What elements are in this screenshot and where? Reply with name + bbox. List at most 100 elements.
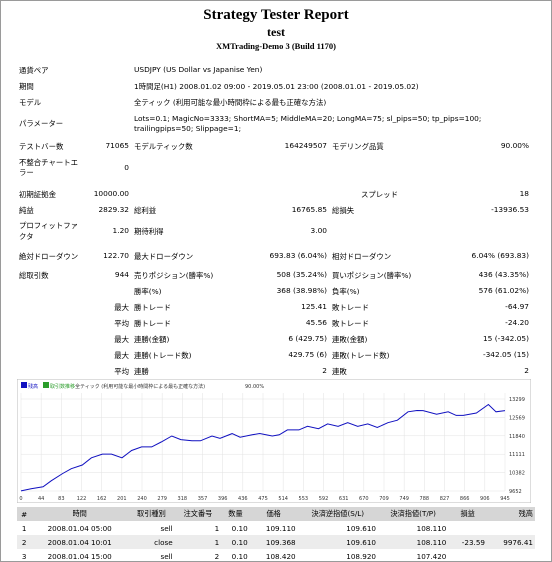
cell-balance: 9976.41 [486, 535, 535, 549]
table-row: 3 2008.01.04 15:00 sell 2 0.10 108.420 1… [17, 549, 535, 561]
avg-cons-win-label: 連勝 [134, 367, 149, 376]
rel-dd-label: 相対ドローダウン [332, 252, 392, 261]
y-tick-label: 11111 [509, 452, 525, 458]
avg-loss-value: -24.20 [505, 318, 529, 327]
loss-value: 576 (61.02%) [478, 286, 529, 295]
x-tick-label: 475 [258, 496, 268, 502]
x-tick-label: 553 [299, 496, 309, 502]
x-tick-label: 201 [117, 496, 127, 502]
params-value-2: trailingpips=50; Slippage=1; [134, 124, 242, 133]
x-tick-label: 906 [480, 496, 490, 502]
col-price: 価格 [249, 507, 298, 521]
avg-loss-label: 敗トレード [332, 319, 369, 328]
spread-label: スプレッド [361, 190, 398, 199]
legend-balance: 残高 [28, 383, 38, 390]
row-net: 純益 2829.32 総利益 16765.85 総損失 -13936.53 [1, 205, 551, 219]
x-tick-label: 827 [440, 496, 450, 502]
gross-loss-label: 総損失 [332, 206, 355, 215]
cell-price: 109.368 [249, 535, 298, 549]
avg-win-value: 45.56 [305, 318, 327, 327]
row-trades: 総取引数 944 売りポジション(勝率%) 508 (35.24%) 買いポジシ… [1, 270, 551, 284]
cell-profit: -23.59 [448, 535, 487, 549]
row-max-cons: 最大 連勝(金額) 6 (429.75) 連敗(金額) 15 (-342.05) [1, 334, 551, 348]
row-pf: プロフィットファ クタ 1.20 期待利得 3.00 [1, 220, 551, 244]
legend-quality: 90.00% [245, 384, 264, 390]
deposit-label: 初期証拠金 [19, 190, 56, 199]
row-average: 平均 勝トレード 45.56 敗トレード -24.20 [1, 318, 551, 332]
cell-sl: 108.920 [346, 551, 376, 561]
report-server: XMTrading-Demo 3 (Build 1170) [215, 41, 337, 51]
x-tick-label: 240 [137, 496, 147, 502]
cell-num: 3 [21, 551, 27, 561]
cell-size: 0.10 [221, 535, 250, 549]
period-value: 1時間足(H1) 2008.01.02 09:00 - 2019.05.01 2… [134, 82, 419, 91]
avg-win-label: 勝トレード [134, 319, 171, 328]
report-name: test [267, 25, 285, 39]
params-value: Lots=0.1; MagicNo=3333; ShortMA=5; Middl… [134, 114, 482, 123]
cell-order: 1 [214, 523, 220, 533]
max-dd-value: 693.83 (6.04%) [269, 251, 327, 260]
x-tick-label: 0 [19, 496, 22, 502]
avg-cons-loss-value: 2 [524, 366, 529, 375]
x-tick-label: 162 [97, 496, 107, 502]
row-symbol: 通貨ペア USDJPY (US Dollar vs Japanise Yen) [1, 65, 551, 79]
largest-loss-label: 敗トレード [332, 303, 369, 312]
chart-grid [20, 393, 506, 492]
row-mismatch: 不整合チャートエ ラー 0 [1, 157, 551, 179]
expected-value: 3.00 [310, 226, 327, 235]
long-label: 買いポジション(勝率%) [332, 271, 412, 280]
max-cons-lossamt-label: 連敗(トレード数) [332, 351, 390, 360]
balance-chart: 残高 取引数推移 全ティック (利用可能な最小時間枠による最も正確な方法) 90… [17, 379, 531, 503]
quality-label: モデリング品質 [332, 142, 384, 151]
period-label: 期間 [19, 82, 34, 91]
x-tick-label: 83 [58, 496, 64, 502]
cell-tp: 108.110 [377, 535, 449, 549]
trades-value: 944 [114, 270, 129, 279]
max-cons-profit-label: 連勝(トレード数) [134, 351, 192, 360]
max-cons-label: 最大 [114, 335, 129, 344]
trades-table: # 時間 取引種別 注文番号 数量 価格 決済逆指値(S/L) 決済指値(T/P… [17, 507, 535, 561]
balance-series-line [20, 403, 506, 492]
largest-win-value: 125.41 [301, 302, 327, 311]
row-model: モデル 全ティック (利用可能な最小時間枠による最も正確な方法) [1, 97, 551, 111]
cell-sl: 109.610 [297, 535, 378, 549]
max-cons-loss-label: 連敗(金額) [332, 335, 368, 344]
spread-value: 18 [519, 189, 529, 198]
params-label: パラメーター [19, 119, 64, 128]
x-tick-label: 709 [379, 496, 389, 502]
col-tp: 決済指値(T/P) [377, 507, 449, 521]
short-value: 508 (35.24%) [276, 270, 327, 279]
x-tick-label: 357 [198, 496, 208, 502]
pf-value: 1.20 [112, 226, 129, 235]
max-cons-profit-value: 429.75 (6) [288, 350, 327, 359]
cell-size: 0.10 [231, 551, 248, 561]
x-tick-label: 279 [157, 496, 167, 502]
x-tick-label: 396 [218, 496, 228, 502]
x-tick-label: 945 [500, 496, 510, 502]
x-tick-label: 749 [399, 496, 409, 502]
legend-balance-swatch [21, 382, 27, 388]
row-params: パラメーター Lots=0.1; MagicNo=3333; ShortMA=5… [1, 114, 551, 133]
legend-trades: 取引数推移 [50, 383, 75, 390]
win-label: 勝率(%) [134, 287, 162, 296]
expected-label: 期待利得 [134, 227, 164, 236]
max-cons-lossamt-value: -342.05 (15) [482, 350, 529, 359]
max-cons-win-value: 6 (429.75) [288, 334, 327, 343]
largest-label: 最大 [114, 303, 129, 312]
avg-cons-loss-label: 連敗 [332, 367, 347, 376]
cell-time: 2008.01.04 05:00 [47, 523, 112, 533]
largest-win-label: 勝トレード [134, 303, 171, 312]
cell-sl: 109.610 [346, 523, 376, 533]
cell-price: 109.110 [265, 523, 296, 533]
symbol-value: USDJPY (US Dollar vs Japanise Yen) [134, 65, 263, 74]
cell-time: 2008.01.04 15:00 [47, 551, 112, 561]
max-cons-win-label: 連勝(金額) [134, 335, 170, 344]
table-row: 1 2008.01.04 05:00 sell 1 0.10 109.110 1… [17, 521, 535, 535]
cell-num: 1 [21, 523, 27, 533]
cell-type: close [128, 535, 175, 549]
cell-profit [448, 549, 487, 561]
x-tick-label: 788 [420, 496, 430, 502]
cell-num: 2 [17, 535, 32, 549]
y-tick-label: 11840 [509, 434, 525, 440]
